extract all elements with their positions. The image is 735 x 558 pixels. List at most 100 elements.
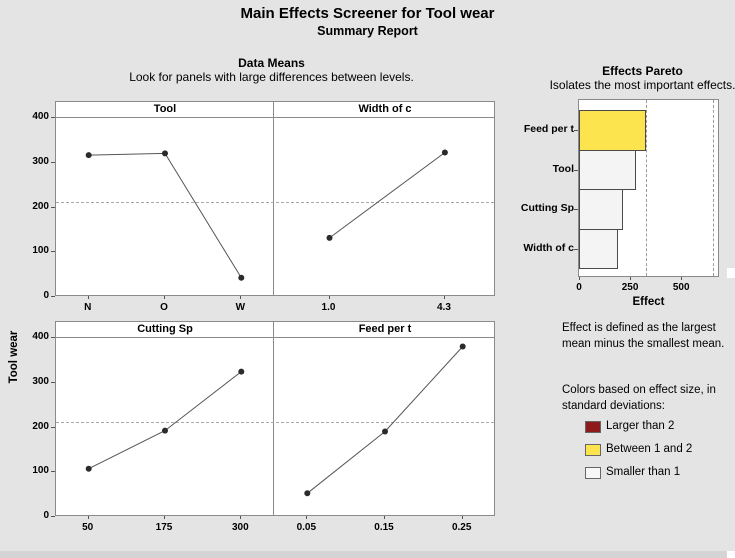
pareto-bar[interactable]: [579, 228, 619, 269]
main-effects-line-chart: [85, 368, 245, 472]
x-tick-label: 175: [155, 522, 173, 533]
legend-heading-line2: standard deviations:: [562, 400, 665, 412]
panel-title: Tool: [153, 103, 177, 115]
x-tick-mark: [461, 516, 463, 519]
y-tick-label: 300: [32, 375, 49, 387]
pareto-bar[interactable]: [579, 110, 647, 151]
scrollbar-marker[interactable]: [727, 268, 735, 278]
x-tick-label: 0.05: [296, 522, 317, 533]
panel-title: Cutting Sp: [137, 323, 193, 335]
y-tick-mark: [51, 516, 55, 517]
window-resize-corner: [727, 551, 735, 558]
y-tick-label: 0: [43, 510, 49, 521]
y-tick-label: 100: [32, 245, 49, 257]
legend-swatch-between-1-and-2: [585, 444, 601, 456]
pareto-heading: Effects Pareto: [602, 64, 683, 78]
data-means-heading: Data Means: [238, 56, 305, 70]
x-tick-mark: [164, 296, 165, 299]
legend-label: Between 1 and 2: [606, 443, 693, 455]
y-tick-mark: [51, 251, 55, 253]
pareto-x-axis-label: Effect: [632, 296, 665, 308]
x-tick-label: 1.0: [321, 302, 336, 313]
pareto-caption: Isolates the most important effects.: [549, 78, 735, 92]
x-tick-mark: [443, 296, 445, 299]
effect-definition-line1: Effect is defined as the largest: [562, 322, 716, 334]
pareto-category-tick: [574, 209, 578, 211]
report-subtitle: Summary Report: [317, 24, 418, 38]
x-tick-label: 300: [231, 522, 249, 533]
pareto-x-tick-label: 0: [576, 282, 582, 293]
panel-divider: [273, 102, 274, 295]
x-tick-label: W: [235, 302, 246, 313]
report-title: Main Effects Screener for Tool wear: [240, 5, 495, 22]
x-tick-mark: [87, 516, 89, 519]
reference-line: [712, 100, 714, 276]
y-tick-mark: [51, 381, 55, 383]
legend-swatch-smaller-than-1: [585, 467, 601, 479]
pareto-bar[interactable]: [579, 189, 624, 230]
x-tick-mark: [328, 296, 330, 299]
panel-divider: [273, 322, 274, 515]
main-effects-line-chart: [326, 149, 448, 241]
legend-label: Smaller than 1: [606, 466, 681, 478]
pareto-category-tick: [574, 248, 578, 250]
y-tick-label: 200: [32, 420, 49, 432]
pareto-category-tick: [574, 130, 578, 132]
main-effects-line-chart: [304, 343, 466, 497]
y-tick-label: 400: [32, 111, 49, 122]
y-tick-label: 300: [32, 155, 49, 167]
pareto-x-tick-mark: [579, 277, 580, 280]
panel-title: Feed per t: [358, 323, 412, 335]
panel-title: Width of c: [358, 103, 412, 115]
pareto-category-label: Feed per t: [523, 123, 574, 136]
legend-swatch-larger-than-2: [585, 421, 601, 433]
panel-header-row: Tool Width of c: [56, 102, 494, 118]
pareto-category-label: Cutting Sp: [520, 202, 574, 215]
y-tick-mark: [51, 337, 55, 338]
x-tick-label: N: [84, 302, 92, 313]
pareto-x-tick-mark: [681, 277, 683, 280]
grand-mean-line: [56, 202, 494, 204]
y-tick-label: 0: [43, 290, 49, 301]
effect-definition-line2: mean minus the smallest mean.: [562, 338, 725, 350]
y-tick-label: 200: [32, 200, 49, 212]
x-tick-label: 0.25: [451, 522, 472, 533]
pareto-x-tick-label: 250: [621, 282, 639, 293]
x-tick-label: O: [160, 302, 168, 313]
x-tick-label: 0.15: [374, 522, 394, 533]
pareto-category-label: Width of c: [523, 241, 574, 254]
y-tick-mark: [51, 206, 55, 208]
x-tick-mark: [384, 516, 385, 519]
panel-header-row: Cutting Sp Feed per t: [56, 322, 494, 338]
reference-line: [645, 100, 647, 276]
y-tick-mark: [51, 117, 55, 118]
y-tick-label: 400: [32, 331, 49, 342]
x-tick-mark: [164, 516, 165, 519]
legend-heading-line1: Colors based on effect size, in: [562, 384, 716, 396]
y-tick-mark: [51, 471, 55, 473]
pareto-category-label: Tool: [552, 162, 574, 175]
main-effects-figure[interactable]: Tool Width of c N O W 1.0 4.3 0 100 200 300 400 Cutt…: [32, 101, 495, 541]
x-tick-mark: [87, 296, 89, 299]
pareto-x-tick-label: 500: [672, 282, 690, 293]
window-bottom-edge: [0, 551, 735, 558]
grand-mean-line: [56, 422, 494, 424]
pareto-x-tick-mark: [630, 277, 632, 280]
pareto-category-tick: [574, 169, 578, 171]
legend-label: Larger than 2: [606, 420, 675, 432]
main-effects-line-chart: [85, 150, 245, 281]
panel-row: Tool Width of c: [55, 101, 495, 296]
data-means-caption: Look for panels with large differences b…: [129, 70, 414, 84]
y-tick-mark: [51, 296, 55, 297]
x-tick-label: 4.3: [436, 302, 451, 313]
x-tick-label: 50: [82, 522, 94, 533]
x-tick-mark: [240, 516, 242, 519]
y-tick-mark: [51, 161, 55, 163]
panel-row: Cutting Sp Feed per t: [55, 321, 495, 516]
pareto-bar[interactable]: [579, 149, 636, 190]
y-tick-mark: [51, 426, 55, 428]
x-tick-mark: [306, 516, 308, 519]
pareto-figure[interactable]: [578, 99, 719, 277]
y-tick-label: 100: [32, 465, 49, 477]
